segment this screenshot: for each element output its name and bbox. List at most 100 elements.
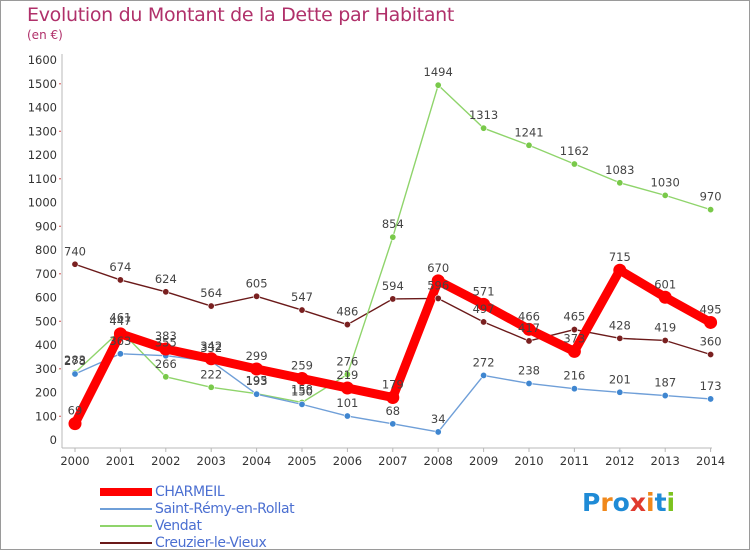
data-label: 674 bbox=[109, 260, 131, 274]
y-axis-dot bbox=[59, 225, 61, 228]
data-label: 970 bbox=[700, 190, 722, 204]
data-label: 497 bbox=[473, 302, 495, 316]
chart-legend: CHARMEIL Saint-Rémy-en-Rollat Vendat Creuzi… bbox=[100, 484, 360, 552]
data-point bbox=[661, 392, 669, 400]
data-label: 278 bbox=[64, 354, 86, 368]
data-point bbox=[295, 371, 309, 385]
data-point bbox=[707, 350, 715, 358]
data-label: 195 bbox=[246, 374, 268, 388]
data-label: 173 bbox=[700, 379, 722, 393]
data-label: 854 bbox=[382, 217, 404, 231]
x-tick-label: 2005 bbox=[287, 454, 316, 468]
data-point bbox=[613, 263, 627, 277]
y-tick-label: 1600 bbox=[28, 53, 57, 67]
data-point bbox=[616, 179, 624, 187]
data-point bbox=[661, 191, 669, 199]
x-tick-label: 2008 bbox=[424, 454, 453, 468]
data-label: 447 bbox=[109, 314, 131, 328]
data-label: 670 bbox=[427, 261, 449, 275]
data-point bbox=[570, 385, 578, 393]
y-tick-label: 500 bbox=[35, 314, 57, 328]
x-tick-label: 2002 bbox=[151, 454, 180, 468]
data-label: 68 bbox=[385, 404, 400, 418]
data-point bbox=[250, 362, 264, 376]
data-point bbox=[162, 288, 170, 296]
data-point bbox=[71, 260, 79, 268]
chart-title: Evolution du Montant de la Dette par Hab… bbox=[27, 4, 455, 26]
y-tick-label: 1400 bbox=[28, 101, 57, 115]
data-label: 419 bbox=[654, 320, 676, 334]
logo-letter: r bbox=[600, 488, 613, 517]
data-point bbox=[71, 370, 79, 378]
data-label: 495 bbox=[700, 302, 722, 316]
data-label: 594 bbox=[382, 279, 404, 293]
data-point bbox=[116, 276, 124, 284]
logo-letter: P bbox=[582, 488, 601, 517]
data-label: 417 bbox=[518, 321, 540, 335]
data-point bbox=[658, 290, 672, 304]
data-point bbox=[207, 383, 215, 391]
x-tick-label: 2013 bbox=[651, 454, 680, 468]
y-axis-dot bbox=[59, 367, 61, 370]
data-label: 1494 bbox=[424, 65, 453, 79]
data-label: 1083 bbox=[605, 163, 634, 177]
data-point bbox=[567, 344, 581, 358]
data-point bbox=[616, 388, 624, 396]
data-point bbox=[162, 373, 170, 381]
data-point bbox=[431, 274, 445, 288]
x-tick-label: 2000 bbox=[60, 454, 89, 468]
data-label: 34 bbox=[431, 412, 446, 426]
data-point bbox=[343, 321, 351, 329]
data-label: 373 bbox=[563, 331, 585, 345]
logo-letter: o bbox=[612, 488, 630, 517]
data-label: 222 bbox=[200, 367, 222, 381]
y-tick-label: 800 bbox=[35, 243, 57, 257]
data-label: 1241 bbox=[514, 125, 543, 139]
data-label: 299 bbox=[246, 349, 268, 363]
data-point bbox=[525, 337, 533, 345]
y-axis-dot bbox=[59, 272, 61, 275]
data-label: 187 bbox=[654, 376, 676, 390]
data-point bbox=[386, 390, 400, 404]
data-point bbox=[434, 294, 442, 302]
data-label: 1030 bbox=[651, 175, 680, 189]
legend-item: Vendat bbox=[100, 518, 360, 535]
data-point bbox=[522, 322, 536, 336]
data-label: 465 bbox=[563, 310, 585, 324]
data-point bbox=[434, 428, 442, 436]
y-tick-label: 1200 bbox=[28, 148, 57, 162]
data-label: 428 bbox=[609, 318, 631, 332]
data-point bbox=[68, 417, 82, 431]
data-point bbox=[389, 295, 397, 303]
data-label: 238 bbox=[518, 363, 540, 377]
y-tick-label: 900 bbox=[35, 219, 57, 233]
data-label: 360 bbox=[700, 335, 722, 349]
data-label: 571 bbox=[473, 284, 495, 298]
legend-swatch bbox=[100, 488, 152, 496]
series-line-vendat bbox=[74, 84, 712, 404]
data-point bbox=[389, 233, 397, 241]
data-label: 605 bbox=[246, 276, 268, 290]
data-label: 272 bbox=[473, 355, 495, 369]
chart-subtitle: (en €) bbox=[27, 28, 63, 42]
data-label: 201 bbox=[609, 372, 631, 386]
data-point bbox=[116, 350, 124, 358]
y-tick-label: 1500 bbox=[28, 77, 57, 91]
x-tick-label: 2004 bbox=[242, 454, 271, 468]
legend-label: Saint-Rémy-en-Rollat bbox=[155, 501, 295, 517]
data-point bbox=[207, 302, 215, 310]
data-point bbox=[343, 370, 351, 378]
data-label: 101 bbox=[336, 396, 358, 410]
y-tick-label: 400 bbox=[35, 338, 57, 352]
x-tick-label: 2007 bbox=[378, 454, 407, 468]
data-point bbox=[570, 160, 578, 168]
x-tick-label: 2003 bbox=[197, 454, 226, 468]
data-label: 1162 bbox=[560, 144, 589, 158]
y-axis-dot bbox=[59, 130, 61, 133]
data-point bbox=[113, 327, 127, 341]
data-label: 259 bbox=[291, 358, 313, 372]
legend-item: Creuzier-le-Vieux bbox=[100, 535, 360, 552]
data-point bbox=[343, 412, 351, 420]
y-tick-label: 1000 bbox=[28, 196, 57, 210]
